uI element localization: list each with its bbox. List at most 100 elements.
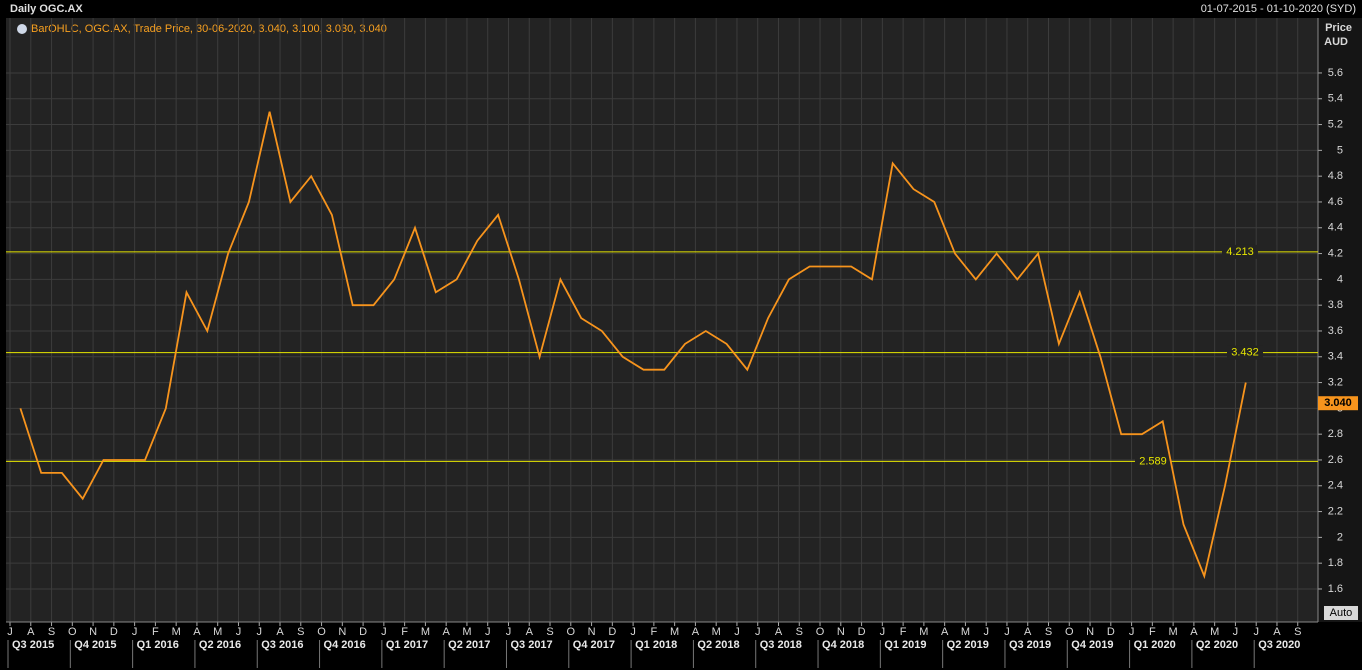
x-tick-label: M [213, 626, 222, 638]
reference-label-bg [1222, 244, 1258, 259]
legend-text: BarOHLC, OGC.AX, Trade Price, 30-06-2020… [31, 23, 387, 35]
x-tick-label: J [132, 626, 138, 638]
y-tick-label: 5.6 [1328, 67, 1343, 79]
y-tick-label: 4 [1337, 273, 1343, 285]
x-tick-label: J [755, 626, 761, 638]
x-tick-label: D [1107, 626, 1115, 638]
scale-mode-box[interactable] [1324, 606, 1358, 620]
x-tick-label: D [608, 626, 616, 638]
quarter-label: Q4 2019 [1071, 639, 1113, 651]
y-tick-label: 4.2 [1328, 247, 1343, 259]
x-tick-label: M [670, 626, 679, 638]
x-tick-label: M [1169, 626, 1178, 638]
x-tick-label: J [381, 626, 387, 638]
y-tick-label: 3.4 [1328, 351, 1343, 363]
quarter-label: Q3 2019 [1009, 639, 1051, 651]
x-tick-label: A [276, 626, 284, 638]
x-tick-label: S [1045, 626, 1052, 638]
quarter-label: Q1 2018 [635, 639, 677, 651]
quarter-label: Q3 2018 [760, 639, 802, 651]
quarter-label: Q4 2016 [324, 639, 366, 651]
x-tick-label: M [172, 626, 181, 638]
x-tick-label: D [110, 626, 118, 638]
quarter-label: Q2 2017 [448, 639, 490, 651]
x-tick-label: N [837, 626, 845, 638]
x-tick-label: S [546, 626, 553, 638]
quarter-label: Q1 2017 [386, 639, 428, 651]
reference-label: 4.213 [1226, 246, 1254, 258]
x-tick-label: S [297, 626, 304, 638]
quarter-label: Q3 2015 [12, 639, 54, 651]
quarter-label: Q3 2017 [510, 639, 552, 651]
x-tick-label: F [401, 626, 408, 638]
x-tick-label: A [193, 626, 201, 638]
x-tick-label: J [734, 626, 740, 638]
x-tick-label: O [317, 626, 326, 638]
x-tick-label: A [526, 626, 534, 638]
y-axis-unit: AUD [1324, 36, 1348, 48]
x-tick-label: M [1210, 626, 1219, 638]
reference-label-bg [1227, 345, 1263, 360]
x-tick-label: J [630, 626, 636, 638]
quarter-label: Q2 2020 [1196, 639, 1238, 651]
x-tick-label: D [359, 626, 367, 638]
date-range: 01-07-2015 - 01-10-2020 (SYD) [1201, 3, 1356, 15]
quarter-label: Q2 2018 [697, 639, 739, 651]
x-tick-label: F [152, 626, 159, 638]
quarter-label: Q4 2017 [573, 639, 615, 651]
y-tick-label: 1.8 [1328, 557, 1343, 569]
reference-label-bg [1135, 454, 1171, 469]
x-tick-label: A [442, 626, 450, 638]
x-tick-label: A [1024, 626, 1032, 638]
x-tick-label: A [1190, 626, 1198, 638]
y-axis-label: Price [1325, 22, 1352, 34]
x-tick-label: O [816, 626, 825, 638]
x-tick-label: J [256, 626, 262, 638]
x-tick-label: D [858, 626, 866, 638]
y-tick-label: 2.8 [1328, 428, 1343, 440]
y-tick-label: 5 [1337, 144, 1343, 156]
quarter-label: Q4 2018 [822, 639, 864, 651]
y-axis-area [1318, 18, 1362, 622]
x-tick-label: F [1149, 626, 1156, 638]
x-tick-label: M [712, 626, 721, 638]
x-tick-label: A [775, 626, 783, 638]
x-tick-label: O [1065, 626, 1074, 638]
x-tick-label: F [651, 626, 658, 638]
x-tick-label: J [1233, 626, 1239, 638]
reference-label: 2.589 [1139, 455, 1167, 467]
quarter-label: Q4 2015 [74, 639, 116, 651]
y-tick-label: 3.2 [1328, 376, 1343, 388]
legend-icon [17, 24, 27, 34]
y-tick-label: 4.4 [1328, 222, 1343, 234]
x-tick-label: J [1129, 626, 1135, 638]
y-tick-label: 2.2 [1328, 505, 1343, 517]
x-tick-label: S [1294, 626, 1301, 638]
plot-area [6, 18, 1318, 622]
last-price-label: 3.040 [1324, 397, 1352, 409]
x-tick-label: N [1086, 626, 1094, 638]
quarter-label: Q1 2019 [884, 639, 926, 651]
x-tick-label: M [961, 626, 970, 638]
y-tick-label: 4.6 [1328, 196, 1343, 208]
y-tick-label: 2.4 [1328, 480, 1343, 492]
quarter-label: Q2 2016 [199, 639, 241, 651]
x-tick-label: N [338, 626, 346, 638]
x-tick-label: J [485, 626, 491, 638]
x-tick-label: J [880, 626, 886, 638]
x-tick-label: M [919, 626, 928, 638]
x-tick-label: O [567, 626, 576, 638]
y-tick-label: 2 [1337, 531, 1343, 543]
reference-label: 3.432 [1231, 347, 1259, 359]
x-tick-label: S [796, 626, 803, 638]
quarter-label: Q3 2020 [1258, 639, 1300, 651]
x-tick-label: J [1004, 626, 1010, 638]
x-tick-label: J [236, 626, 242, 638]
y-tick-label: 5.4 [1328, 93, 1343, 105]
x-tick-label: A [692, 626, 700, 638]
quarter-label: Q2 2019 [947, 639, 989, 651]
scale-mode[interactable]: Auto [1330, 607, 1353, 619]
y-tick-label: 5.2 [1328, 118, 1343, 130]
x-tick-label: J [1253, 626, 1259, 638]
x-tick-label: N [588, 626, 596, 638]
